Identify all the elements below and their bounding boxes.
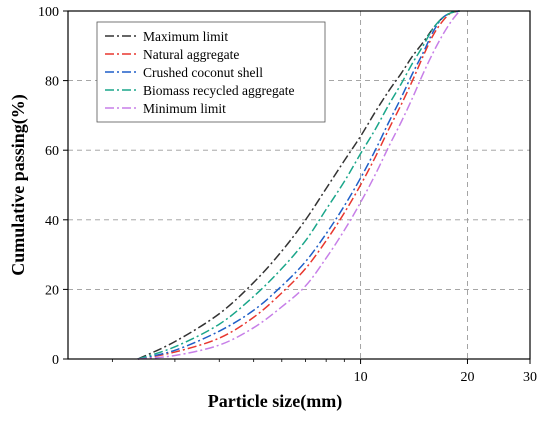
x-tick-label: 10	[354, 370, 368, 385]
plot-frame	[67, 10, 531, 360]
y-tick-label: 20	[45, 283, 59, 298]
axis-ticks: 0 20 40 60 80 100 10 20 30	[38, 5, 537, 385]
y-tick-label: 100	[38, 5, 59, 20]
x-tick-label: 20	[460, 370, 474, 385]
legend-label: Maximum limit	[143, 29, 228, 44]
legend-label: Crushed coconut shell	[143, 65, 263, 80]
series-lines	[137, 10, 461, 360]
y-axis-title: Cumulative passing(%)	[8, 94, 29, 276]
y-tick-label: 40	[45, 214, 59, 229]
series-line-4	[137, 10, 460, 360]
x-axis-title: Particle size(mm)	[208, 391, 342, 412]
legend-label: Biomass recycled aggregate	[143, 83, 294, 98]
x-tick-label: 30	[523, 370, 537, 385]
legend-label: Natural aggregate	[143, 47, 239, 62]
y-tick-label: 80	[45, 75, 59, 90]
legend: Maximum limit Natural aggregate Crushed co…	[96, 21, 326, 123]
series-line-1	[137, 10, 460, 360]
series-line-2	[137, 10, 460, 360]
series-line-3	[137, 10, 460, 360]
y-tick-label: 60	[45, 144, 59, 159]
legend-label: Minimum limit	[143, 101, 226, 116]
y-tick-label: 0	[52, 353, 59, 368]
